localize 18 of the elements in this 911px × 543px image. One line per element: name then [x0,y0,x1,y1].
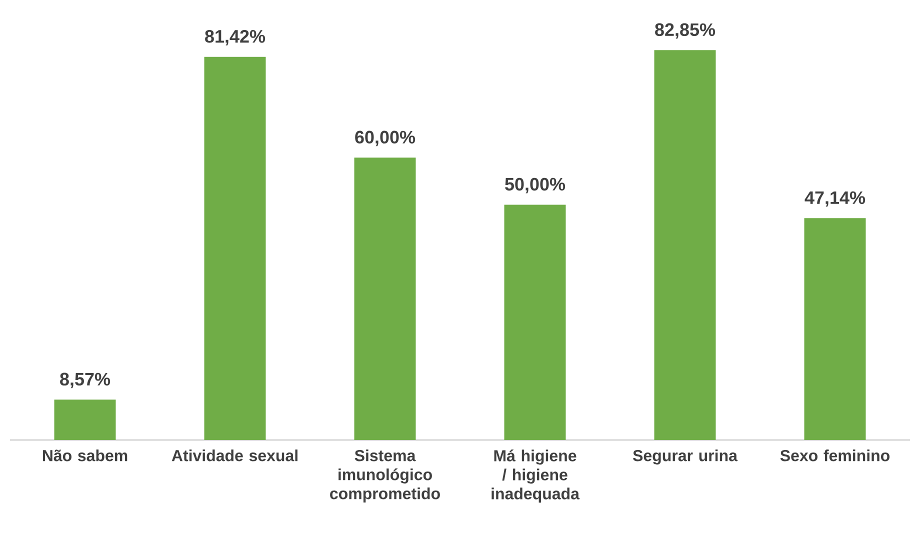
bar [354,158,416,440]
data-label: 60,00% [355,130,416,146]
x-tick-label: Segurar urina [633,450,738,465]
bar [804,218,866,440]
bar [204,56,266,440]
bar [54,400,116,440]
data-label: 81,42% [205,30,266,46]
data-label: 47,14% [804,191,866,207]
x-tick-label: Atividade sexual [172,450,298,462]
x-tick-label: Má higiene / higiene inadequada [492,450,580,503]
data-label: 50,00% [505,178,566,194]
data-label: 82,85% [655,23,716,39]
x-tick-label: Não sabem [42,450,128,462]
data-label: 8,57% [60,372,110,388]
bar [504,204,566,440]
bar [654,50,716,440]
x-tick-label: Sexo feminino [780,450,890,462]
x-tick-label: Sistema imunológico comprometido [330,450,440,502]
